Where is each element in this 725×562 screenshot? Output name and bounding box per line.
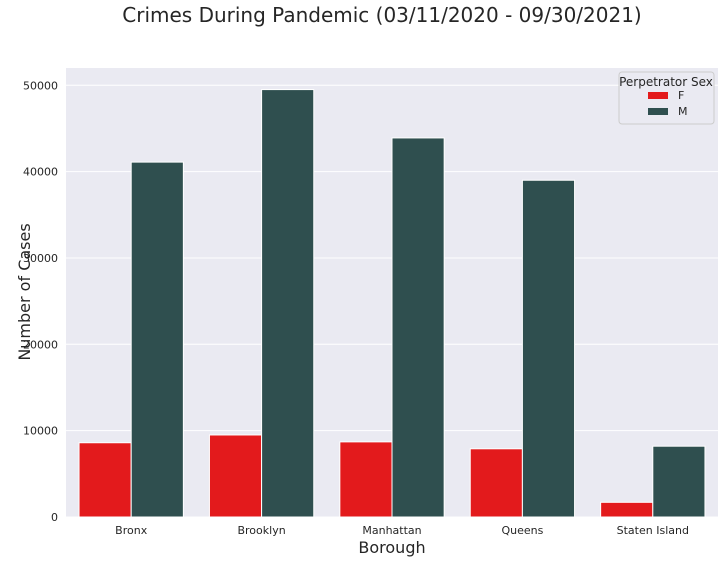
bar-bronx-m [130,161,184,518]
x-axis-ticks: Bronx Brooklyn Manhattan Queens Staten Islan… [115,524,689,537]
x-tick-label: Manhattan [362,524,421,537]
legend: Perpetrator Sex F M [618,71,715,125]
y-axis-ticks: 0 10000 20000 30000 40000 50000 [23,79,58,524]
y-tick-label: 20000 [23,338,58,351]
bar-brooklyn-f [208,434,263,518]
y-tick-label: 50000 [23,79,58,92]
bar-queens-m [521,179,576,518]
x-tick-label: Queens [501,524,543,537]
chart-title: Crimes During Pandemic (03/11/2020 - 09/… [122,3,641,27]
x-tick-label: Brooklyn [237,524,285,537]
legend-label-m: M [678,105,688,118]
y-tick-label: 40000 [23,166,58,179]
bar-staten-island-f [600,501,654,518]
bar-bronx-f [78,442,132,518]
x-tick-label: Bronx [115,524,148,537]
y-tick-label: 0 [51,511,58,524]
y-axis-label: Number of Cases [15,223,34,360]
bar-queens-f [469,448,523,518]
legend-swatch-m [648,108,668,115]
bar-manhattan-m [391,137,445,518]
legend-swatch-f [648,92,668,99]
x-tick-label: Staten Island [617,524,689,537]
x-axis-label: Borough [358,538,425,557]
legend-label-f: F [678,89,684,102]
bar-manhattan-f [339,441,393,518]
legend-title: Perpetrator Sex [619,75,713,89]
bar-brooklyn-m [261,89,315,518]
y-tick-label: 10000 [23,425,58,438]
bars [78,89,706,518]
bar-staten-island-m [652,445,706,518]
y-tick-label: 30000 [23,252,58,265]
